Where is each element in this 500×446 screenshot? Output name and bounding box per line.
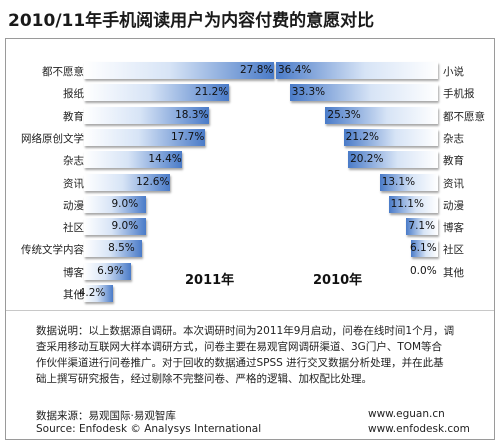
category-label-2011: 动漫 [63, 199, 84, 212]
category-label-2011: 资讯 [63, 177, 84, 190]
category-label-2010: 教育 [443, 155, 464, 168]
category-label-2010: 动漫 [443, 199, 464, 212]
category-label-2010: 社区 [443, 244, 464, 257]
value-label-2011: 21.2% [194, 86, 229, 99]
source-en: Source: Enfodesk © Analysys Internationa… [36, 423, 262, 435]
category-label-2010: 博客 [443, 222, 464, 235]
value-label-2011: 12.6% [136, 175, 170, 188]
category-label-2011: 都不愿意 [42, 66, 84, 78]
bar-2011 [84, 195, 146, 213]
category-label-2011: 教育 [63, 110, 84, 123]
bar-2011 [84, 62, 274, 79]
value-label-2010: 13.1% [381, 175, 416, 188]
category-label-2011: 传统文学内容 [21, 244, 84, 257]
bar-2010 [289, 84, 438, 102]
category-label-2010: 其他 [443, 266, 464, 279]
value-label-2010: 6.1% [410, 242, 437, 255]
category-label-2010: 资讯 [443, 177, 464, 190]
value-label-2010: 21.2% [345, 130, 379, 143]
bar-2011 [84, 285, 113, 302]
bar-2011 [84, 151, 183, 169]
category-label-2010: 手机报 [443, 88, 475, 101]
value-label-2011: 17.7% [170, 130, 205, 143]
source-url-enfodesk: www.enfodesk.com [368, 423, 470, 435]
value-label-2011: 8.5% [108, 242, 135, 255]
value-label-2010: 11.1% [390, 197, 424, 210]
category-label-2010: 小说 [443, 66, 464, 78]
bar-2011 [84, 106, 210, 124]
value-label-2011: 27.8% [240, 64, 274, 76]
note-line-4: 础上撰写研究报告，经过剔除不完整问卷、严格的逻辑、加权配比处理。 [36, 373, 372, 385]
source-cn: 数据来源：易观国际·易观智库 [36, 410, 176, 422]
bar-2010 [325, 106, 438, 124]
value-label-2011: 6.9% [97, 264, 124, 277]
bar-2011 [84, 218, 146, 236]
bar-2010 [276, 62, 438, 79]
category-label-2011: 报纸 [63, 88, 84, 101]
bar-2010 [348, 151, 438, 169]
note-line-2: 查采用移动互联网大样本调研方式，问卷主要在易观官网调研渠道、3G门户、TOM等合 [36, 341, 443, 353]
value-label-2010: 20.2% [350, 153, 384, 166]
notes-divider-top [6, 310, 494, 311]
value-label-2011: 18.3% [175, 108, 209, 121]
bar-2010 [388, 195, 438, 213]
note-line-1: 数据说明：以上数据源自调研。本次调研时间为2011年9月启动，问卷在线时间1个月… [36, 325, 455, 337]
value-label-2010: 36.4% [278, 64, 312, 76]
category-label-2011: 网络原创文学 [21, 132, 84, 145]
value-label-2010: 33.3% [291, 86, 326, 99]
source-url-eguan: www.eguan.cn [368, 408, 445, 420]
category-label-2011: 其他 [63, 289, 84, 301]
value-label-2010: 0.0% [410, 264, 437, 277]
bar-2011 [84, 262, 132, 280]
bar-2011 [84, 84, 229, 102]
value-label-2011: 14.4% [148, 153, 182, 166]
value-label-2011: 9.0% [111, 197, 139, 210]
year-label-left: 2011年 [185, 273, 235, 288]
category-label-2011: 社区 [63, 222, 84, 235]
value-label-2010: 7.1% [408, 220, 436, 233]
bar-2010 [379, 173, 438, 191]
category-label-2011: 博客 [63, 266, 84, 279]
note-line-3: 作伙伴渠道进行问卷推广。对于回收的数据通过SPSS 进行交叉数据分析处理，并在此… [36, 357, 444, 369]
category-label-2010: 杂志 [443, 132, 464, 145]
category-label-2010: 都不愿意 [443, 110, 485, 123]
data-note: 数据说明：以上数据源自调研。本次调研时间为2011年9月启动，问卷在线时间1个月… [36, 323, 466, 387]
bar-2010 [343, 128, 438, 146]
bar-2010 [410, 240, 438, 258]
chart-title: 2010/11年手机阅读用户为内容付费的意愿对比 [8, 11, 375, 31]
bar-2011 [84, 173, 171, 191]
year-label-right: 2010年 [313, 273, 363, 288]
value-label-2011: 4.2% [78, 287, 106, 299]
bar-2011 [84, 128, 205, 146]
value-label-2011: 9.0% [111, 220, 139, 233]
bar-2010 [406, 218, 438, 236]
category-label-2011: 杂志 [63, 155, 84, 168]
bar-2011 [84, 240, 143, 258]
chart-frame [5, 38, 495, 440]
value-label-2010: 25.3% [327, 108, 361, 121]
